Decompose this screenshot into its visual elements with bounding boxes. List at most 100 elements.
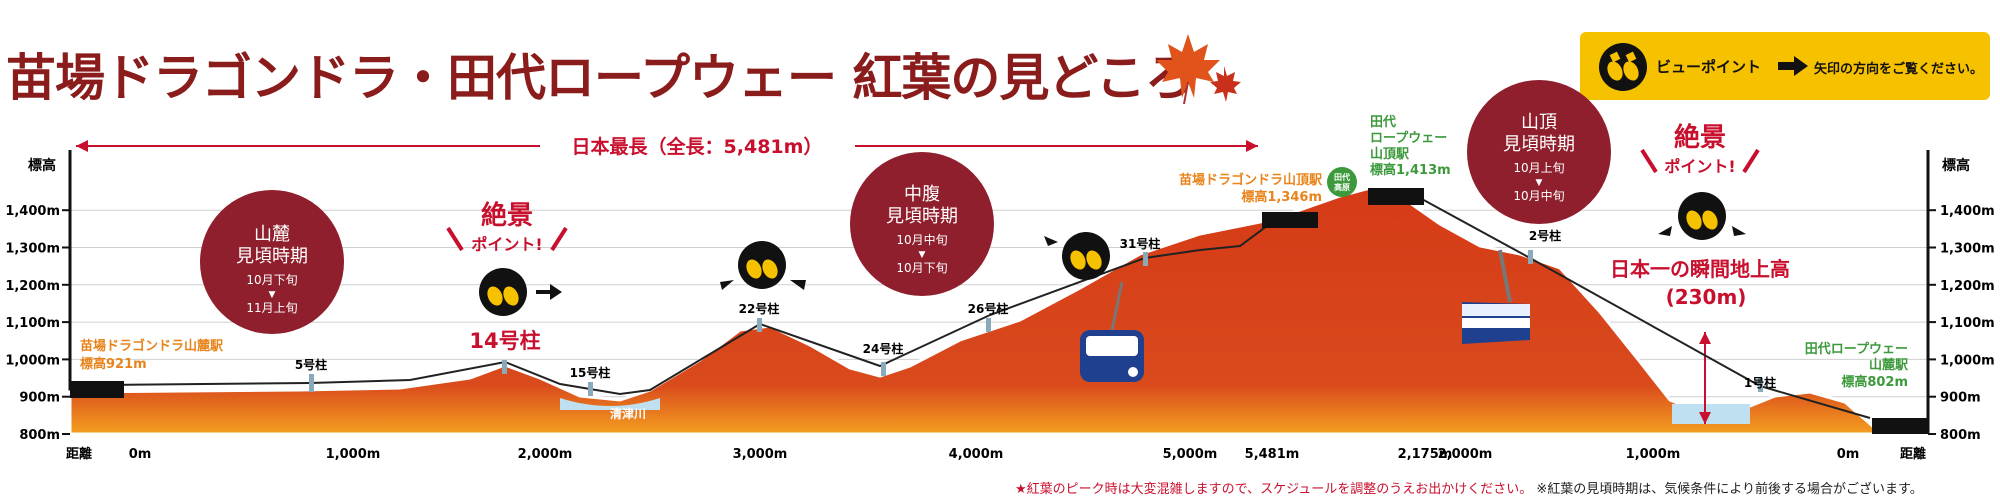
y-tick-label: 1,300m [1940, 242, 1995, 257]
y-tick-label: 1,400m [1940, 204, 1995, 219]
x-tick-label: 2,175m [1398, 447, 1453, 462]
y-tick-label: 1,200m [1940, 279, 1995, 294]
ropeway-base-station [1872, 418, 1928, 434]
tashiro-kogen-badge [1327, 167, 1357, 197]
y-axis-label-right: 標高 [1942, 157, 1970, 174]
middle-d1: 10月中旬 [896, 232, 947, 247]
tower-label-1: 1号柱 [1744, 375, 1776, 390]
zekkei2-sub2: (230m) [1666, 285, 1747, 309]
tower-label-26: 26号柱 [968, 301, 1009, 316]
y-tick-label: 1,200m [5, 279, 60, 294]
y-axis-label-left: 標高 [28, 157, 56, 174]
summit-d1: 10月上旬 [1513, 161, 1564, 175]
tower-5 [309, 374, 314, 392]
foot-sep: ▼ [269, 290, 276, 300]
binoculars-icon [1062, 232, 1110, 280]
y-tick-label: 1,400m [5, 204, 60, 219]
x-tick-label: 5,481m [1245, 447, 1300, 462]
tower-label-15: 15号柱 [570, 365, 611, 380]
y-tick-label: 800m [19, 428, 60, 443]
river-label: 清津川 [610, 406, 646, 421]
dragondola-base-name: 苗場ドラゴンドラ山麓駅 [80, 338, 224, 354]
y-tick-label: 1,000m [1940, 353, 1995, 368]
arrow-right-icon [1778, 56, 1808, 76]
page-title: 苗場ドラゴンドラ・田代ロープウェー 紅葉の見どころ [6, 48, 1195, 107]
valley-water [1672, 404, 1750, 424]
ropeway-top-line2: ロープウェー [1370, 131, 1447, 146]
footnote: ★紅葉のピーク時は大変混雑しますので、スケジュールを調整のうえお出かけください。… [1015, 478, 1923, 497]
binoculars-icon [1599, 43, 1647, 91]
arrow-icon [1044, 236, 1058, 246]
tower-1 [1758, 378, 1763, 392]
legend-viewpoint-label: ビューポイント [1656, 58, 1762, 76]
binoculars-icon [479, 268, 527, 316]
binoculars-icon [738, 241, 786, 289]
zekkei2-line1: 絶景 [1674, 122, 1726, 153]
x-tick-label: 2,000m [518, 447, 573, 462]
tower-26 [986, 318, 991, 332]
x-axis-label-left: 距離 [66, 446, 92, 462]
viewing-summit: 山頂 見頃時期 10月上旬 ▼ 10月中旬 [1467, 80, 1611, 224]
dragondola-top-elev: 標高1,346m [1241, 189, 1322, 205]
x-tick-label: 4,000m [949, 447, 1004, 462]
towers [309, 250, 1763, 396]
tower-22 [757, 318, 762, 332]
footnote-red: ★紅葉のピーク時は大変混雑しますので、スケジュールを調整のうえお出かけください。 [1015, 482, 1533, 497]
clearance-arrow-bottom [1699, 412, 1711, 424]
y-tick-label: 1,000m [5, 353, 60, 368]
summit-d2: 10月中旬 [1513, 188, 1564, 203]
legend-box: ビューポイント 矢印の方向をご覧ください。 [1580, 32, 1990, 100]
ropeway-cable [1419, 197, 1871, 419]
zekkei-point-1: 絶景 ポイント! 14号柱 [446, 200, 568, 353]
middle-line1: 中腹 [904, 184, 940, 205]
clearance-arrow-top [1699, 332, 1711, 344]
middle-sep: ▼ [919, 250, 926, 260]
tower-label-5: 5号柱 [295, 357, 327, 372]
ropeway-top-elev: 標高1,413m [1370, 162, 1451, 178]
dragondola-top-name: 苗場ドラゴンドラ山頂駅 [1179, 172, 1323, 188]
ropeway-base-line1: 田代ロープウェー [1805, 341, 1908, 357]
binoculars-icon [1678, 192, 1726, 240]
foot-d2: 11月上旬 [246, 301, 297, 315]
zekkei1-sub: 14号柱 [469, 329, 540, 353]
gondola-icon [1080, 281, 1144, 382]
ropeway-top-station [1368, 188, 1424, 205]
ropeway-car-icon [1462, 249, 1530, 344]
zekkei1-line1: 絶景 [481, 200, 533, 231]
middle-d2: 10月下旬 [896, 261, 947, 275]
zekkei2-line2: ポイント! [1664, 157, 1735, 176]
tower-31 [1143, 252, 1148, 266]
dragondola-base-station [70, 381, 124, 398]
y-tick-label: 900m [1940, 391, 1981, 406]
summit-line1: 山頂 [1521, 112, 1557, 133]
x-tick-label: 1,000m [1626, 447, 1681, 462]
tower-2 [1528, 250, 1533, 264]
arrow-icon [536, 284, 562, 300]
viewing-middle: 中腹 見頃時期 10月中旬 ▼ 10月下旬 [850, 152, 994, 296]
tower-label-24: 24号柱 [863, 341, 904, 356]
tower-14 [502, 360, 507, 374]
badge-line2: 高原 [1334, 182, 1350, 192]
badge-line1: 田代 [1334, 172, 1350, 182]
legend-arrow-label: 矢印の方向をご覧ください。 [1814, 62, 1984, 77]
y-tick-label: 1,100m [5, 316, 60, 331]
x-tick-label: 5,000m [1163, 447, 1218, 462]
y-tick-label: 1,300m [5, 242, 60, 257]
dragondola-base-elev: 標高921m [80, 356, 147, 372]
footnote-black: ※紅葉の見頃時期は、気候条件により前後する場合がございます。 [1536, 482, 1923, 497]
tower-label-22: 22号柱 [739, 301, 780, 316]
arrow-icon [1732, 226, 1746, 236]
x-tick-label: 0m [129, 447, 152, 462]
viewing-foot: 山麓 見頃時期 10月下旬 ▼ 11月上旬 [200, 190, 344, 334]
x-tick-label: 0m [1837, 447, 1860, 462]
ropeway-base-elev: 標高802m [1841, 374, 1908, 390]
arrow-icon [720, 280, 734, 290]
y-tick-label: 800m [1940, 428, 1981, 443]
maple-leaf-icon [1156, 34, 1241, 105]
y-tick-label: 1,100m [1940, 316, 1995, 331]
x-axis-label-right: 距離 [1900, 446, 1926, 462]
summit-line2: 見頃時期 [1503, 134, 1575, 155]
middle-line2: 見頃時期 [886, 206, 958, 227]
y-tick-label: 900m [19, 391, 60, 406]
zekkei2-sub1: 日本一の瞬間地上高 [1610, 257, 1790, 281]
